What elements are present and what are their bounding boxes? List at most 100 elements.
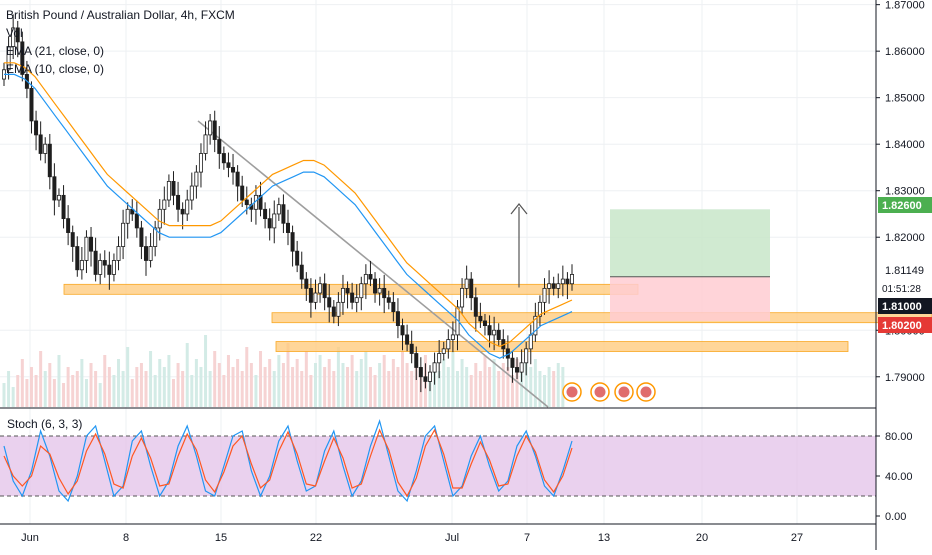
candle-body	[226, 162, 231, 168]
candle-body	[395, 311, 400, 327]
volume-bar	[465, 367, 469, 407]
candle-body	[198, 153, 203, 173]
volume-bar	[11, 387, 15, 407]
volume-bar	[277, 355, 281, 407]
candle-body	[231, 167, 236, 173]
candle-body	[263, 208, 268, 220]
candle-body	[345, 287, 350, 294]
stoch-tick-label: 0.00	[885, 511, 906, 523]
stoch-band	[0, 436, 876, 496]
candle-body	[185, 199, 190, 215]
candle-body	[162, 199, 167, 210]
volume-bar	[208, 371, 212, 407]
volume-bar	[378, 363, 382, 407]
candle-body	[189, 185, 194, 201]
volume-bar	[323, 367, 327, 407]
volume-bar	[300, 371, 304, 407]
volume-bar	[249, 363, 253, 407]
event-flag-inner	[640, 386, 652, 398]
candle-body	[515, 367, 520, 373]
stoch-legend: Stoch (6, 3, 3)	[7, 417, 83, 431]
candle-body	[432, 362, 437, 373]
candle-body	[551, 283, 556, 289]
candle-body	[11, 27, 16, 47]
candle-body	[208, 120, 213, 136]
volume-bar	[135, 367, 139, 407]
candle-body	[327, 297, 332, 308]
volume-bar	[236, 359, 240, 407]
volume-bar	[181, 371, 185, 407]
candle-body	[134, 213, 139, 229]
volume-bar	[52, 379, 56, 407]
candle-body	[542, 287, 547, 303]
volume-bar	[313, 363, 317, 407]
candle-body	[510, 357, 515, 368]
time-tick-label: 20	[696, 532, 708, 544]
candle-body	[276, 204, 281, 215]
volume-bar	[286, 343, 290, 407]
candle-body	[423, 376, 428, 382]
volume-bar	[29, 367, 33, 407]
volume-bar	[75, 371, 79, 407]
candle-body	[47, 143, 52, 178]
projection-arrow-head	[510, 203, 528, 215]
volume-bar	[57, 355, 61, 407]
last-price-label: 1.81149	[885, 265, 924, 277]
price-tick-label: 1.87000	[885, 0, 925, 12]
candle-body	[556, 283, 561, 289]
time-tick-label: 13	[598, 532, 610, 544]
volume-bar	[121, 371, 125, 407]
volume-bar	[16, 375, 20, 407]
candle-body	[386, 297, 391, 303]
candle-body	[450, 334, 455, 340]
volume-bar	[387, 371, 391, 407]
volume-bar	[291, 367, 295, 407]
volume-bar	[396, 367, 400, 407]
candle-body	[464, 278, 469, 289]
volume-bar	[437, 371, 441, 407]
volume-bar	[126, 347, 130, 407]
volume-bar	[401, 351, 405, 407]
candle-body	[75, 246, 80, 271]
candle-body	[125, 208, 130, 224]
candle-body	[43, 143, 48, 154]
candle-body	[409, 343, 414, 354]
volume-bar	[346, 367, 350, 407]
volume-bar	[510, 375, 514, 407]
price-tick-label: 1.84000	[885, 139, 925, 151]
volume-bar	[561, 367, 565, 407]
candle-body	[52, 176, 57, 201]
stoch-d-line	[3, 428, 573, 498]
volume-bar	[7, 371, 11, 407]
volume-bar	[89, 363, 93, 407]
candle-body	[437, 353, 442, 364]
candle-body	[203, 134, 208, 154]
volume-bar	[153, 375, 157, 407]
candle-body	[20, 41, 25, 75]
volume-bar	[281, 363, 285, 407]
candle-body	[221, 153, 226, 164]
candle-body	[482, 320, 487, 327]
candle-body	[281, 204, 286, 224]
candle-body	[295, 250, 300, 266]
volume-bar	[506, 367, 510, 407]
candle-body	[166, 181, 171, 201]
candle-body	[6, 46, 11, 71]
volume-bar	[488, 367, 492, 407]
price-tick-label: 1.82000	[885, 232, 925, 244]
candle-body	[560, 278, 565, 285]
volume-bar	[167, 355, 171, 407]
candle-body	[418, 367, 423, 378]
volume-bar	[332, 371, 336, 407]
volume-bar	[474, 363, 478, 407]
stop-price-label-bg	[878, 317, 932, 333]
candle-body	[79, 260, 84, 271]
price-tick-label: 1.86000	[885, 46, 925, 58]
volume-bar	[373, 375, 377, 407]
candle-body	[547, 283, 552, 289]
volume-bar	[552, 371, 556, 407]
volume-bar	[39, 351, 43, 407]
time-tick-label: 27	[791, 532, 803, 544]
candle-body	[487, 325, 492, 336]
